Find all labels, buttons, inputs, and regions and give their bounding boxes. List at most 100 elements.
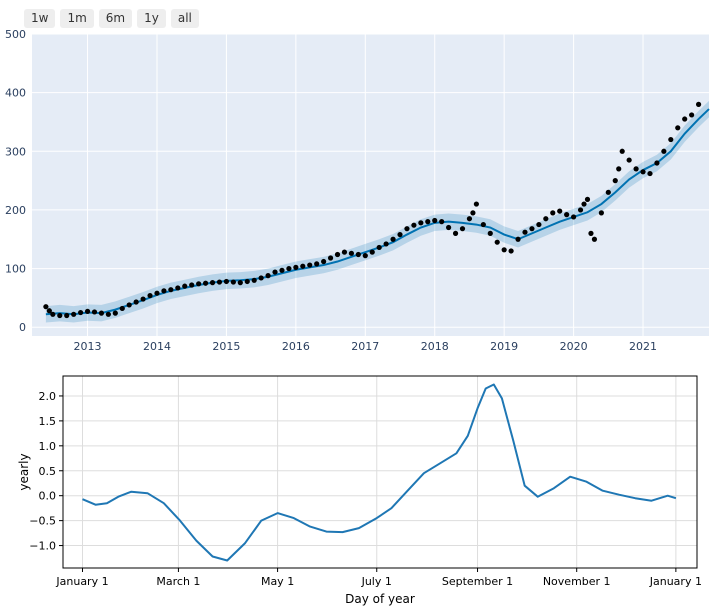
- observed-point: [452, 230, 459, 236]
- observed-point: [355, 251, 361, 258]
- observed-point: [244, 278, 250, 285]
- observed-point: [612, 178, 618, 184]
- observed-point: [251, 277, 257, 283]
- observed-point: [300, 263, 306, 269]
- observed-point: [209, 280, 216, 286]
- observed-point: [480, 221, 486, 228]
- plot-area: [32, 34, 709, 336]
- observed-point: [376, 244, 382, 251]
- range-6m-button[interactable]: 6m: [98, 9, 133, 28]
- observed-point: [140, 296, 146, 302]
- observed-point: [293, 264, 299, 270]
- forecast-plot[interactable]: 0 100 200 300 400 500 2013 2014 2015 2016 2017 2018…: [0, 0, 727, 356]
- y-tick-label: 0.5: [39, 465, 57, 478]
- observed-point: [470, 210, 476, 216]
- observed-point: [237, 280, 243, 286]
- observed-point: [57, 312, 63, 319]
- observed-point: [189, 282, 195, 288]
- observed-point: [695, 101, 702, 107]
- observed-point: [126, 302, 132, 308]
- observed-point: [84, 308, 91, 314]
- range-all-button[interactable]: all: [170, 9, 199, 28]
- observed-point: [675, 125, 681, 131]
- observed-point: [494, 239, 500, 245]
- y-tick-label: 1.0: [39, 440, 57, 453]
- yearly-plot: −1.0 −0.5 0.0 0.5 1.0 1.5 2.0 January 1 March 1 M…: [17, 375, 702, 606]
- observed-point: [202, 280, 209, 286]
- observed-point: [196, 281, 202, 287]
- observed-point: [46, 308, 52, 314]
- x-tick-label: 2015: [212, 340, 240, 353]
- observed-point: [223, 278, 230, 285]
- range-1w-button[interactable]: 1w: [24, 9, 56, 28]
- observed-point: [605, 189, 611, 195]
- observed-point: [147, 292, 153, 299]
- y-tick-label: 0.0: [39, 490, 57, 503]
- y-tick-label: 400: [5, 87, 26, 100]
- x-tick-label: 2018: [421, 340, 449, 353]
- y-tick-label: 500: [5, 28, 26, 41]
- observed-point: [112, 310, 118, 316]
- observed-point: [564, 212, 570, 218]
- observed-point: [487, 230, 493, 236]
- observed-point: [265, 273, 271, 279]
- observed-point: [466, 216, 473, 222]
- observed-point: [362, 253, 368, 259]
- observed-point: [369, 249, 375, 255]
- observed-point: [689, 112, 695, 118]
- range-selector: 1w 1m 6m 1y all: [24, 9, 199, 28]
- observed-point: [661, 148, 667, 154]
- observed-point: [272, 269, 278, 275]
- observed-point: [334, 251, 341, 258]
- observed-point: [654, 160, 660, 166]
- observed-point: [78, 309, 84, 316]
- range-1m-button[interactable]: 1m: [60, 9, 94, 28]
- observed-point: [425, 219, 431, 225]
- x-tick-label: March 1: [156, 575, 200, 588]
- observed-point: [182, 283, 188, 289]
- observed-point: [105, 311, 111, 317]
- x-tick-label: November 1: [543, 575, 611, 588]
- observed-point: [508, 248, 514, 254]
- observed-point: [550, 210, 556, 216]
- observed-point: [119, 305, 125, 312]
- observed-point: [418, 220, 424, 226]
- observed-point: [619, 148, 625, 154]
- observed-point: [446, 224, 452, 231]
- observed-point: [50, 311, 56, 317]
- observed-point: [258, 275, 264, 281]
- observed-point: [591, 236, 598, 242]
- observed-point: [626, 157, 632, 163]
- x-tick-label: 2013: [74, 340, 102, 353]
- y-tick-label: 0: [19, 321, 26, 334]
- observed-point: [571, 214, 577, 220]
- yearly-component-panel: −1.0 −0.5 0.0 0.5 1.0 1.5 2.0 January 1 March 1 M…: [0, 356, 727, 615]
- observed-point: [279, 267, 285, 273]
- x-tick-label: July 1: [361, 575, 392, 588]
- x-tick-label: 2016: [282, 340, 310, 353]
- observed-point: [154, 290, 160, 296]
- observed-point: [168, 287, 174, 293]
- observed-point: [321, 258, 327, 265]
- observed-point: [383, 241, 389, 247]
- observed-point: [668, 136, 674, 143]
- observed-point: [588, 230, 594, 236]
- observed-point: [536, 221, 542, 228]
- y-tick-label: 200: [5, 204, 26, 217]
- observed-point: [216, 279, 223, 285]
- observed-point: [397, 231, 403, 238]
- yearly-series-line: [82, 383, 677, 562]
- observed-point: [581, 201, 587, 207]
- y-tick-label: 1.5: [39, 415, 57, 428]
- range-1y-button[interactable]: 1y: [137, 9, 166, 28]
- x-tick-label: 2017: [351, 340, 379, 353]
- y-tick-label: 300: [5, 145, 26, 158]
- observed-point: [522, 229, 528, 235]
- observed-point: [411, 222, 417, 228]
- uncertainty-band: [45, 100, 709, 323]
- observed-point: [616, 166, 622, 172]
- observed-point: [327, 255, 334, 261]
- y-tick-label: 100: [5, 263, 26, 276]
- x-tick-label: 2020: [560, 340, 588, 353]
- y-tick-label: −0.5: [29, 515, 56, 528]
